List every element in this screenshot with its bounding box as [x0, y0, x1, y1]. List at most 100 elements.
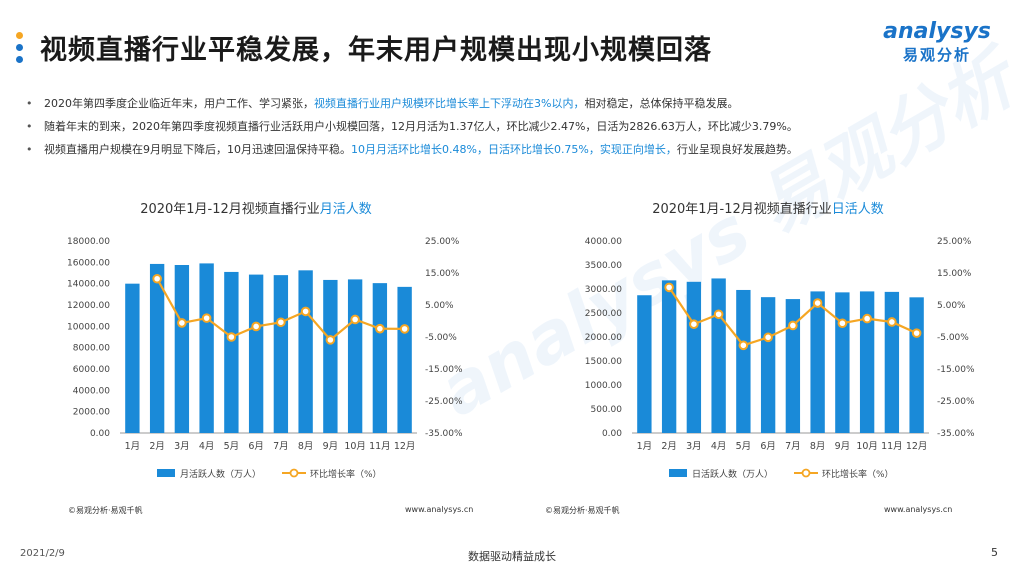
- page-number: 5: [991, 546, 998, 559]
- growth-rate-point: [738, 340, 749, 351]
- y-left-tick-label: 4000.00: [585, 237, 622, 247]
- bar: [174, 265, 190, 433]
- bullet-text: 行业呈现良好发展趋势。: [676, 143, 798, 156]
- chart-title-highlight: 日活人数: [832, 202, 884, 217]
- y-left-tick-label: 500.00: [591, 405, 623, 415]
- y-left-tick-label: 10000.00: [67, 322, 110, 332]
- y-left-tick-label: 16000.00: [67, 258, 110, 268]
- chart-daily-active-users: 2020年1月-12月视频直播行业日活人数 0.00 500.00 1000.00 15…: [585, 202, 975, 480]
- y-left-tick-label: 8000.00: [73, 344, 110, 354]
- legend-bar-label: 月活跃人数（万人）: [180, 468, 261, 480]
- growth-rate-point: [837, 318, 848, 329]
- y-right-tick-label: -5.00%: [937, 333, 969, 343]
- growth-rate-point: [911, 328, 922, 338]
- x-tick-label: 12月: [906, 441, 928, 452]
- x-tick-label: 3月: [686, 441, 702, 452]
- growth-rate-point: [689, 319, 699, 329]
- bar: [909, 297, 924, 433]
- y-right-tick-label: -15.00%: [937, 365, 975, 375]
- bar: [686, 281, 702, 433]
- growth-rate-point: [276, 317, 286, 328]
- chart-title-prefix: 2020年1月-12月视频直播行业: [652, 202, 832, 217]
- bar: [323, 279, 338, 433]
- legend-line-marker: [801, 468, 811, 478]
- bullet-marker: •: [26, 143, 33, 156]
- growth-rate-point: [375, 323, 385, 334]
- url-left: www.analysys.cn: [405, 505, 474, 514]
- growth-rate-point: [812, 298, 823, 308]
- y-left-tick-label: 2500.00: [585, 309, 622, 319]
- y-left-tick-label: 6000.00: [73, 365, 110, 375]
- bar: [199, 263, 214, 433]
- x-tick-label: 9月: [835, 441, 851, 452]
- x-tick-label: 1月: [125, 441, 141, 452]
- chart-monthly-active-users: 2020年1月-12月视频直播行业月活人数 0.00 2000.00 4000.00 6…: [67, 202, 463, 480]
- x-tick-label: 11月: [369, 441, 391, 452]
- logo-text: analysys: [883, 19, 991, 44]
- legend-line-label: 环比增长率（%）: [822, 468, 894, 480]
- chart-title-prefix: 2020年1月-12月视频直播行业: [140, 202, 320, 217]
- growth-rate-point: [177, 318, 187, 328]
- x-tick-label: 12月: [394, 441, 416, 452]
- legend-bar-label: 日活跃人数（万人）: [692, 468, 773, 480]
- growth-rate-point: [201, 313, 212, 323]
- y-right-tick-label: -35.00%: [425, 429, 463, 439]
- bar: [125, 283, 140, 433]
- y-left-tick-label: 12000.00: [67, 301, 110, 311]
- y-right-tick-label: -25.00%: [937, 397, 975, 407]
- bar: [347, 279, 363, 433]
- x-tick-label: 9月: [323, 441, 339, 452]
- x-tick-label: 1月: [637, 441, 653, 452]
- bar: [248, 274, 264, 433]
- growth-rate-point: [713, 309, 724, 320]
- y-right-tick-label: 25.00%: [425, 237, 460, 247]
- bullet-highlight-text: 视频直播行业用户规模环比增长率上下浮动在3%以内，: [314, 97, 585, 110]
- x-tick-label: 10月: [344, 441, 366, 452]
- y-right-tick-label: -5.00%: [425, 333, 457, 343]
- x-tick-label: 2月: [149, 441, 165, 452]
- chart-title: 2020年1月-12月视频直播行业日活人数: [652, 202, 884, 217]
- legend-line-marker: [289, 468, 299, 478]
- company-logo: analysys 易观分析: [882, 20, 992, 65]
- y-right-tick-label: 25.00%: [937, 237, 972, 247]
- x-tick-label: 7月: [273, 441, 289, 452]
- growth-rate-point: [788, 320, 798, 331]
- growth-rate-point: [226, 332, 237, 342]
- growth-rate-point: [325, 335, 336, 345]
- bullet-text: 相对稳定，总体保持平稳发展。: [584, 97, 739, 110]
- y-right-tick-label: 15.00%: [937, 269, 972, 279]
- growth-rate-point: [251, 321, 261, 332]
- bar: [224, 271, 239, 433]
- bullet-marker: •: [26, 120, 33, 133]
- dot-3: [16, 56, 23, 63]
- growth-rate-point: [152, 273, 162, 284]
- bar: [273, 275, 289, 433]
- bar: [298, 270, 313, 433]
- y-right-tick-label: 5.00%: [937, 301, 966, 311]
- x-tick-label: 7月: [785, 441, 801, 452]
- legend-bar-swatch: [157, 469, 175, 477]
- legend-line-label: 环比增长率（%）: [310, 468, 382, 480]
- y-left-tick-label: 0.00: [90, 429, 110, 439]
- growth-rate-point: [862, 313, 872, 324]
- y-right-tick-label: -25.00%: [425, 397, 463, 407]
- x-tick-label: 6月: [760, 441, 776, 452]
- legend-bar-swatch: [669, 469, 687, 477]
- source-left: ©易观分析·易观千帆: [68, 506, 143, 515]
- bullet-marker: •: [26, 97, 33, 110]
- growth-rate-point: [664, 282, 674, 293]
- bullet-item: • 视频直播用户规模在9月明显下降后，10月迅速回温保持平稳。10月月活环比增长0…: [26, 138, 1006, 161]
- y-left-tick-label: 2000.00: [73, 408, 110, 418]
- bullet-highlight-text: 10月月活环比增长0.48%，日活环比增长0.75%，实现正向增长，: [351, 143, 677, 156]
- bar: [760, 297, 776, 433]
- x-tick-label: 4月: [711, 441, 727, 452]
- bullet-item: • 随着年末的到来，2020年第四季度视频直播行业活跃用户小规模回落，12月月活为…: [26, 115, 1006, 138]
- y-left-tick-label: 3000.00: [585, 285, 622, 295]
- bar: [859, 291, 875, 433]
- bullet-text: 2020年第四季度企业临近年末，用户工作、学习紧张，: [44, 97, 314, 110]
- y-right-tick-label: -35.00%: [937, 429, 975, 439]
- y-left-tick-label: 1000.00: [585, 381, 622, 391]
- x-tick-label: 2月: [661, 441, 677, 452]
- logo-cn-text: 易观分析: [902, 46, 971, 64]
- bullet-text: 随着年末的到来，2020年第四季度视频直播行业活跃用户小规模回落，12月月活为1…: [44, 120, 798, 133]
